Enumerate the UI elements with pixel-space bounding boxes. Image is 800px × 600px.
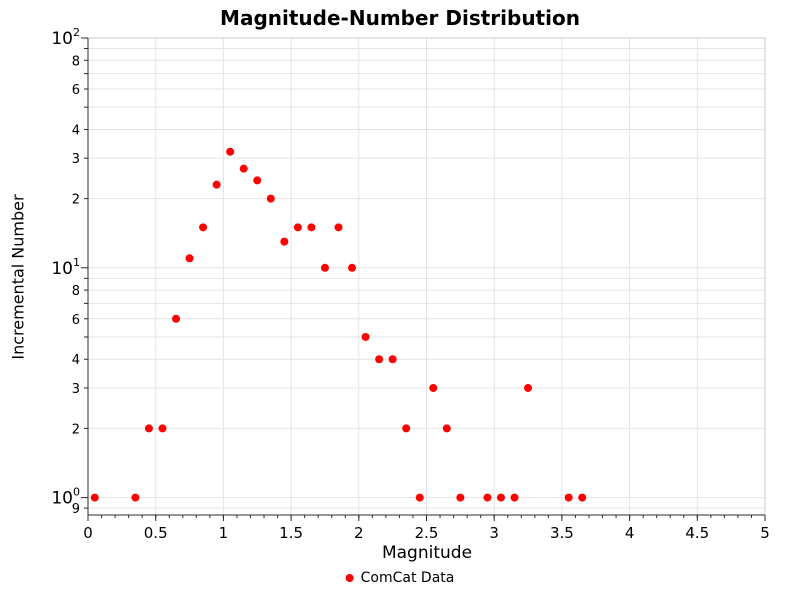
svg-text:3: 3 xyxy=(489,524,499,542)
svg-text:6: 6 xyxy=(72,313,80,328)
chart-title: Magnitude-Number Distribution xyxy=(220,6,580,30)
svg-text:2.5: 2.5 xyxy=(415,524,439,542)
svg-text:2: 2 xyxy=(72,422,80,437)
svg-text:3.5: 3.5 xyxy=(550,524,574,542)
svg-text:1: 1 xyxy=(219,524,229,542)
svg-text:102: 102 xyxy=(51,26,80,49)
svg-text:0: 0 xyxy=(83,524,93,542)
svg-text:8: 8 xyxy=(72,284,80,299)
svg-text:1.5: 1.5 xyxy=(279,524,303,542)
svg-text:6: 6 xyxy=(72,83,80,98)
legend-label: ComCat Data xyxy=(360,570,455,586)
x-axis-label: Magnitude xyxy=(381,543,473,563)
svg-text:8: 8 xyxy=(72,54,80,69)
svg-text:100: 100 xyxy=(51,486,80,509)
svg-text:4: 4 xyxy=(625,524,635,542)
svg-text:3: 3 xyxy=(72,152,80,167)
svg-text:5: 5 xyxy=(760,524,770,542)
svg-text:0.5: 0.5 xyxy=(144,524,168,542)
svg-text:4: 4 xyxy=(72,123,80,138)
legend: ComCat Data xyxy=(345,570,455,586)
legend-marker-icon xyxy=(345,574,354,582)
svg-text:3: 3 xyxy=(72,382,80,397)
svg-text:9: 9 xyxy=(72,502,80,517)
svg-text:101: 101 xyxy=(51,256,80,279)
y-axis-label: Incremental Number xyxy=(8,194,28,360)
svg-text:4.5: 4.5 xyxy=(685,524,709,542)
svg-text:2: 2 xyxy=(354,524,364,542)
svg-text:4: 4 xyxy=(72,353,80,368)
svg-text:2: 2 xyxy=(72,193,80,208)
